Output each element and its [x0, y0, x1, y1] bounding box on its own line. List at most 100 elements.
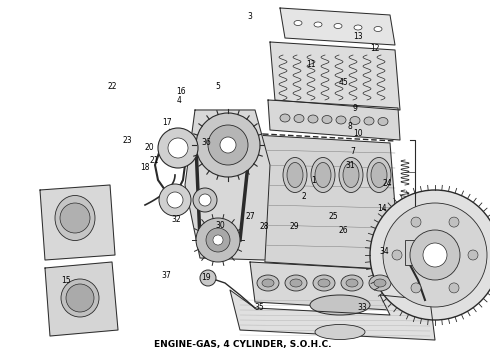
- Polygon shape: [40, 185, 115, 260]
- Circle shape: [200, 270, 216, 286]
- Ellipse shape: [343, 162, 359, 188]
- Circle shape: [411, 217, 421, 227]
- Ellipse shape: [346, 279, 358, 287]
- Text: 25: 25: [328, 212, 338, 220]
- Circle shape: [410, 230, 460, 280]
- Polygon shape: [270, 42, 400, 110]
- Circle shape: [159, 184, 191, 216]
- Circle shape: [158, 128, 198, 168]
- Text: 27: 27: [245, 212, 255, 220]
- Polygon shape: [250, 262, 395, 310]
- Text: 1: 1: [311, 176, 316, 185]
- Text: 15: 15: [61, 276, 71, 285]
- Circle shape: [168, 138, 188, 158]
- Ellipse shape: [322, 116, 332, 123]
- Circle shape: [383, 203, 487, 307]
- Circle shape: [196, 218, 240, 262]
- Ellipse shape: [354, 25, 362, 30]
- Text: 7: 7: [350, 147, 355, 156]
- Text: 16: 16: [176, 87, 186, 96]
- Circle shape: [411, 283, 421, 293]
- Circle shape: [468, 250, 478, 260]
- Ellipse shape: [336, 116, 346, 124]
- Ellipse shape: [294, 114, 304, 122]
- Text: 45: 45: [338, 78, 348, 87]
- Text: 26: 26: [338, 226, 348, 235]
- Text: 4: 4: [176, 96, 181, 105]
- Ellipse shape: [315, 162, 331, 188]
- Text: 12: 12: [370, 44, 380, 53]
- Ellipse shape: [290, 279, 302, 287]
- Ellipse shape: [308, 115, 318, 123]
- Ellipse shape: [283, 158, 307, 193]
- Circle shape: [213, 235, 223, 245]
- Circle shape: [66, 284, 94, 312]
- Ellipse shape: [285, 275, 307, 291]
- Ellipse shape: [311, 158, 335, 193]
- Text: 19: 19: [201, 273, 211, 282]
- Circle shape: [449, 283, 459, 293]
- Text: 23: 23: [122, 136, 132, 145]
- Circle shape: [423, 243, 447, 267]
- Text: 29: 29: [289, 222, 299, 231]
- Ellipse shape: [378, 117, 388, 126]
- Circle shape: [392, 250, 402, 260]
- Ellipse shape: [257, 275, 279, 291]
- Polygon shape: [268, 100, 400, 140]
- Text: 3: 3: [247, 12, 252, 21]
- Text: 20: 20: [145, 143, 154, 152]
- Ellipse shape: [367, 158, 391, 193]
- Text: 37: 37: [162, 271, 172, 280]
- Ellipse shape: [318, 279, 330, 287]
- Ellipse shape: [55, 195, 95, 240]
- Ellipse shape: [287, 162, 303, 188]
- Text: 36: 36: [201, 138, 211, 147]
- Ellipse shape: [313, 275, 335, 291]
- Text: 24: 24: [382, 179, 392, 188]
- Text: 11: 11: [306, 60, 316, 69]
- Text: 9: 9: [353, 104, 358, 113]
- Text: 30: 30: [216, 220, 225, 230]
- Circle shape: [167, 192, 183, 208]
- Ellipse shape: [315, 324, 365, 339]
- Text: 14: 14: [377, 204, 387, 213]
- Polygon shape: [255, 135, 400, 270]
- Ellipse shape: [364, 117, 374, 125]
- Ellipse shape: [280, 114, 290, 122]
- Circle shape: [60, 203, 90, 233]
- Text: 5: 5: [216, 82, 220, 91]
- Text: ENGINE-GAS, 4 CYLINDER, S.O.H.C.: ENGINE-GAS, 4 CYLINDER, S.O.H.C.: [154, 340, 332, 349]
- Text: 2: 2: [301, 192, 306, 201]
- Ellipse shape: [334, 23, 342, 28]
- Text: 32: 32: [172, 215, 181, 224]
- Polygon shape: [185, 110, 270, 260]
- Text: 21: 21: [149, 156, 159, 165]
- Bar: [405, 240, 425, 265]
- Circle shape: [193, 188, 217, 212]
- Polygon shape: [280, 8, 395, 45]
- Text: 8: 8: [348, 122, 353, 131]
- Circle shape: [196, 113, 260, 177]
- Ellipse shape: [339, 158, 363, 193]
- Text: 17: 17: [162, 118, 172, 127]
- Text: 35: 35: [255, 303, 265, 312]
- Ellipse shape: [341, 275, 363, 291]
- Polygon shape: [230, 290, 435, 340]
- Ellipse shape: [294, 21, 302, 26]
- Text: 33: 33: [358, 303, 368, 312]
- Text: 22: 22: [108, 82, 118, 91]
- Text: 28: 28: [260, 222, 270, 231]
- Ellipse shape: [350, 117, 360, 125]
- Polygon shape: [45, 262, 118, 336]
- Text: 10: 10: [353, 129, 363, 138]
- Circle shape: [370, 190, 490, 320]
- Ellipse shape: [374, 279, 386, 287]
- Ellipse shape: [371, 162, 387, 188]
- Circle shape: [449, 217, 459, 227]
- Ellipse shape: [374, 27, 382, 32]
- Ellipse shape: [262, 279, 274, 287]
- Text: 34: 34: [380, 248, 390, 256]
- Ellipse shape: [61, 279, 99, 317]
- Circle shape: [208, 125, 248, 165]
- Circle shape: [199, 194, 211, 206]
